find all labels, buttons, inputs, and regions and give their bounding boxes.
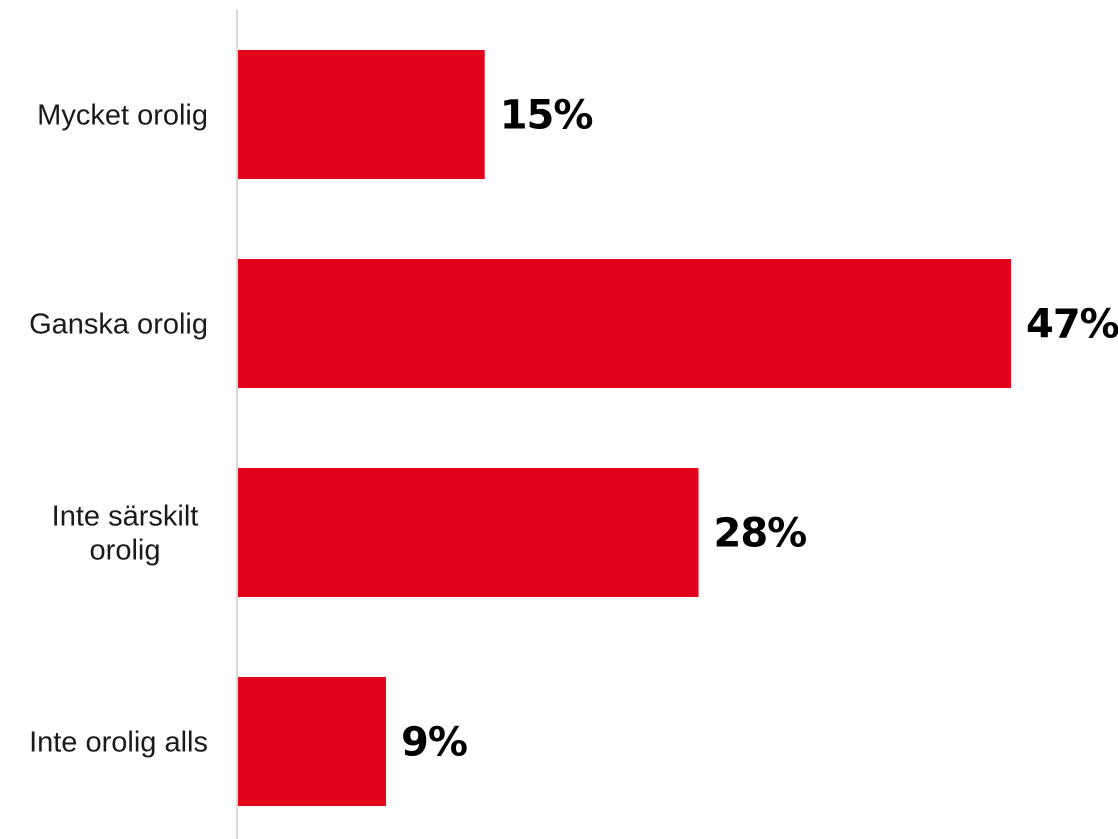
bar	[238, 259, 1011, 388]
bars-group	[238, 50, 1011, 806]
bar	[238, 50, 485, 179]
value-label: 28%	[714, 511, 807, 557]
value-labels-group: 15% 47% 28% 9%	[401, 93, 1118, 766]
category-label: Inte särskilt orolig	[52, 501, 199, 567]
category-label: Mycket orolig	[37, 100, 208, 132]
bar	[238, 468, 699, 597]
bar	[238, 677, 387, 806]
value-label: 9%	[401, 720, 467, 766]
value-label: 47%	[1026, 302, 1118, 348]
category-label: Inte orolig alls	[29, 727, 208, 759]
category-labels-group: Mycket orolig Ganska orolig Inte särskilt o…	[29, 100, 208, 759]
value-label: 15%	[500, 93, 593, 139]
category-label: Ganska orolig	[29, 309, 208, 341]
